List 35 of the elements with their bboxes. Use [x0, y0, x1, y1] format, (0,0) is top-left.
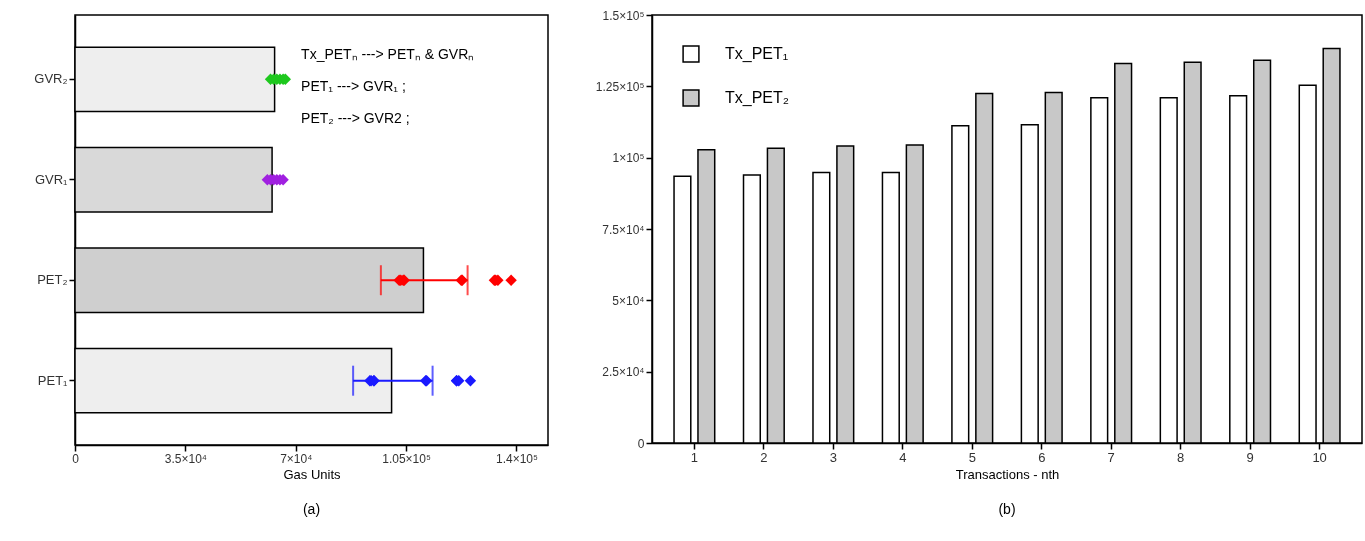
- x-tick-label: 10: [1312, 449, 1327, 465]
- annotation: PET₂ ---> GVR2 ;: [301, 110, 410, 126]
- legend-label: Tx_PET₂: [725, 89, 789, 107]
- y-tick-label: 1.5×10⁵: [602, 8, 645, 23]
- legend-label: Tx_PET₁: [725, 45, 789, 63]
- x-tick-label: 7×10⁴: [280, 451, 313, 466]
- x-tick-label: 9: [1246, 449, 1254, 465]
- x-tick-label: 7: [1107, 449, 1115, 465]
- x-tick-label: 1.05×10⁵: [382, 451, 431, 466]
- x-tick-label: 1.4×10⁵: [495, 451, 538, 466]
- y-tick-label: 0: [637, 436, 645, 451]
- x-tick-label: 0: [72, 451, 80, 466]
- y-tick-label: GVR₂: [34, 71, 68, 87]
- x-tick-label: 6: [1038, 449, 1046, 465]
- y-tick-label: 2.5×10⁴: [602, 365, 645, 380]
- x-tick-label: 1: [690, 449, 698, 465]
- annotation: PET₁ ---> GVR₁ ;: [301, 78, 406, 94]
- text: (b): [998, 501, 1016, 517]
- y-tick-label: 1.25×10⁵: [595, 79, 645, 94]
- text: (a): [302, 501, 321, 517]
- y-tick-label: PET₂: [37, 272, 68, 288]
- y-tick-label: 1×10⁵: [612, 151, 645, 166]
- x-tick-label: 3: [829, 449, 837, 465]
- x-tick-label: 8: [1177, 449, 1185, 465]
- x-axis-title: Transactions - nth: [955, 466, 1060, 482]
- x-tick-label: 2: [760, 449, 768, 465]
- annotation: Tx_PETₙ ---> PETₙ & GVRₙ: [301, 46, 475, 62]
- y-tick-label: 5×10⁴: [612, 293, 645, 308]
- x-tick-label: 5: [968, 449, 976, 465]
- y-tick-label: GVR₁: [34, 171, 69, 187]
- y-tick-label: 7.5×10⁴: [602, 222, 645, 237]
- x-axis-title: Gas Units: [283, 466, 342, 482]
- x-tick-label: 3.5×10⁴: [164, 451, 207, 466]
- y-tick-label: PET₁: [37, 372, 69, 388]
- x-tick-label: 4: [899, 449, 907, 465]
